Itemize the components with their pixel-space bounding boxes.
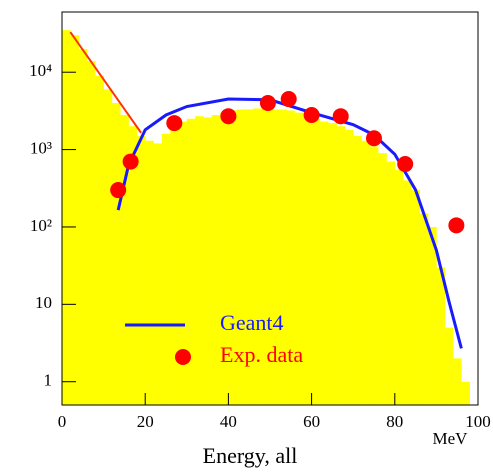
plot-frame — [61, 11, 479, 406]
histogram-bar — [70, 35, 79, 405]
y-tick-label: 10³ — [30, 138, 52, 157]
x-axis-label: Energy, all — [203, 443, 298, 468]
histogram-bar — [303, 114, 312, 405]
histogram-bar — [211, 114, 221, 405]
histogram-bar — [161, 133, 171, 405]
histogram-bar — [111, 102, 121, 405]
histogram-bar — [62, 30, 71, 405]
histogram-bar — [319, 121, 329, 405]
data-point — [259, 94, 276, 111]
histogram-bar — [278, 109, 287, 406]
histogram-bar — [369, 146, 379, 405]
data-point — [366, 130, 382, 147]
histogram-bar — [136, 135, 146, 406]
y-tick-label: 10² — [30, 216, 52, 235]
histogram-bar — [436, 267, 446, 405]
data-point — [332, 108, 349, 125]
histogram-bar — [245, 109, 254, 406]
histogram-bar — [444, 327, 454, 405]
y-tick-label: 10 — [35, 293, 52, 312]
x-tick-label: 100 — [465, 412, 491, 431]
data-point — [166, 115, 183, 132]
y-tick-label: 1 — [44, 371, 53, 390]
x-tick-label: 40 — [220, 412, 237, 431]
histogram-bar — [336, 126, 346, 405]
data-point — [280, 91, 297, 108]
data-point — [220, 108, 237, 125]
histogram-bar — [95, 75, 104, 406]
histogram-bar — [261, 108, 271, 405]
line — [69, 31, 142, 134]
histogram-bar — [86, 60, 96, 406]
histogram-bar — [220, 112, 229, 405]
legend-label: Exp. data — [220, 342, 303, 367]
histogram-bar — [411, 190, 421, 405]
histogram-bar — [203, 117, 213, 405]
x-tick-label: 80 — [386, 412, 403, 431]
histogram-bar — [128, 126, 138, 405]
histogram-bar — [236, 109, 246, 406]
x-tick-label: 0 — [58, 412, 67, 431]
legend-label: Geant4 — [220, 310, 284, 335]
histogram-bar — [403, 180, 412, 405]
histogram-bar — [286, 110, 296, 406]
histogram-bar — [419, 213, 429, 405]
histogram-bar — [170, 126, 179, 405]
histogram-bar — [386, 161, 396, 405]
histogram-bar — [394, 169, 404, 405]
histogram-bar — [120, 114, 129, 405]
y-tick-label: 10⁴ — [29, 61, 52, 80]
x-axis-unit: MeV — [433, 429, 469, 448]
x-tick-label: 60 — [303, 412, 320, 431]
histogram-bar — [361, 140, 371, 405]
histogram-bar — [78, 48, 88, 405]
histogram-bar — [186, 118, 196, 405]
histogram-bar — [294, 112, 304, 405]
data-point — [122, 153, 139, 170]
histogram-bar — [228, 110, 238, 406]
histogram-bar — [178, 121, 188, 405]
data-point — [397, 156, 414, 173]
histogram-bar — [311, 118, 321, 405]
histogram-bar — [270, 109, 279, 406]
histogram-bar — [353, 135, 362, 406]
histogram-bar — [145, 140, 154, 405]
legend-marker — [175, 349, 191, 365]
histogram-bar — [461, 381, 470, 405]
histogram-bar — [453, 358, 462, 405]
histogram-bar — [195, 116, 204, 405]
histogram-bar — [378, 153, 387, 405]
data-point — [448, 217, 465, 234]
histogram-bar — [253, 108, 262, 405]
histogram-bar — [103, 89, 113, 406]
data-point — [303, 106, 320, 123]
histogram-bar — [328, 123, 337, 405]
data-point — [110, 182, 127, 199]
histogram-bar — [153, 143, 163, 405]
histogram-bar — [428, 226, 437, 405]
x-tick-label: 20 — [137, 412, 154, 431]
histogram-bar — [344, 129, 354, 405]
